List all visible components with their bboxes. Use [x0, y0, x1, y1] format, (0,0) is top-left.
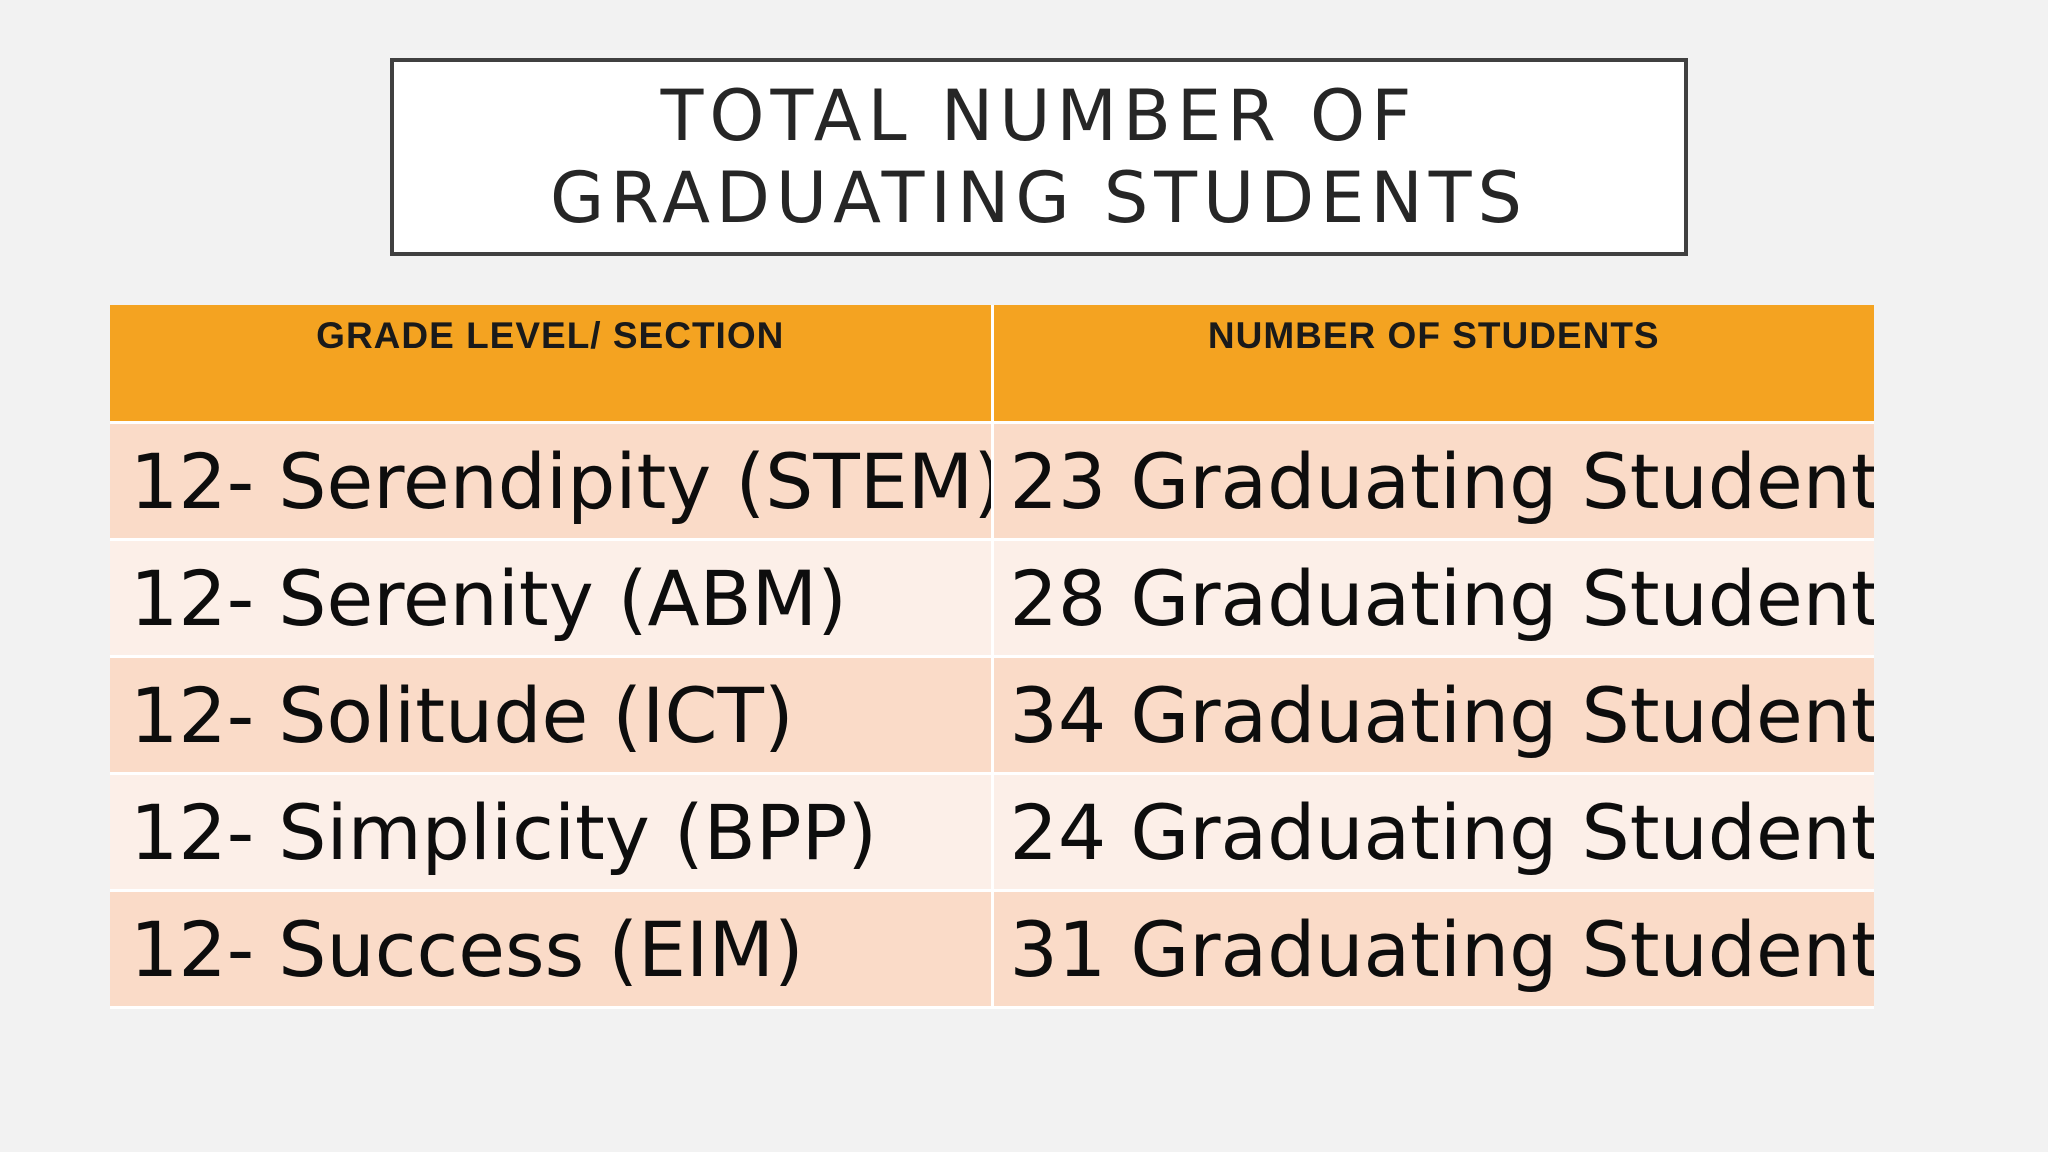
section-cell: 12- Simplicity (BPP): [110, 773, 994, 892]
count-cell: 34 Graduating Students: [992, 656, 1874, 775]
table-header-row: GRADE LEVEL/ SECTION NUMBER OF STUDENTS: [110, 305, 1874, 424]
section-cell: 12- Serendipity (STEM): [110, 422, 994, 541]
count-cell: 28 Graduating Students: [992, 539, 1874, 658]
header-grade-section: GRADE LEVEL/ SECTION: [110, 305, 994, 424]
table-row: 12- Serenity (ABM) 28 Graduating Student…: [110, 539, 1874, 658]
header-number-of-students-label: NUMBER OF STUDENTS: [1207, 315, 1660, 356]
slide-title-box: TOTAL NUMBER OF GRADUATING STUDENTS: [390, 58, 1688, 256]
graduates-table: GRADE LEVEL/ SECTION NUMBER OF STUDENTS …: [110, 305, 1874, 1009]
section-cell: 12- Solitude (ICT): [110, 656, 994, 775]
table-row: 12- Serendipity (STEM) 23 Graduating Stu…: [110, 422, 1874, 541]
section-cell: 12- Serenity (ABM): [110, 539, 994, 658]
header-number-of-students: NUMBER OF STUDENTS: [992, 305, 1874, 424]
count-cell: 23 Graduating Students: [992, 422, 1874, 541]
section-cell: 12- Success (EIM): [110, 890, 994, 1009]
header-grade-section-label: GRADE LEVEL/ SECTION: [316, 315, 785, 356]
count-cell: 31 Graduating Students: [992, 890, 1874, 1009]
count-cell: 24 Graduating Students: [992, 773, 1874, 892]
slide-title-line-1: TOTAL NUMBER OF: [660, 75, 1418, 157]
table-row: 12- Simplicity (BPP) 24 Graduating Stude…: [110, 773, 1874, 892]
table-row: 12- Solitude (ICT) 34 Graduating Student…: [110, 656, 1874, 775]
table-row: 12- Success (EIM) 31 Graduating Students: [110, 890, 1874, 1009]
slide-title-line-2: GRADUATING STUDENTS: [550, 157, 1528, 239]
